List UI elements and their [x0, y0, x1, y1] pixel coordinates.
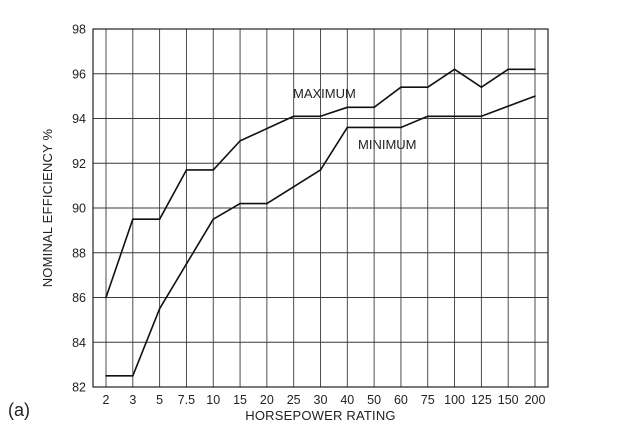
plot-frame [92, 28, 549, 388]
series-maximum-segment [239, 115, 295, 142]
x-tick-label: 150 [498, 393, 519, 407]
x-tick-label: 10 [206, 393, 220, 407]
y-tick-label: 92 [72, 157, 86, 171]
y-tick-label: 82 [72, 381, 86, 395]
y-tick-label: 96 [72, 67, 86, 81]
x-tick-label: 3 [129, 393, 136, 407]
y-tick-label: 86 [72, 291, 86, 305]
series-minimum-segment [319, 126, 349, 171]
series-minimum-segment [158, 218, 215, 310]
series-minimum-segment [266, 169, 322, 205]
series-maximum-segment [373, 86, 402, 109]
y-tick-label: 88 [72, 246, 86, 260]
series-minimum-segment [400, 115, 429, 129]
series-maximum-segment [319, 106, 349, 118]
y-tick-label: 94 [72, 112, 86, 126]
series-maximum-segment [480, 68, 509, 88]
y-tick-label: 98 [72, 23, 86, 37]
series-minimum-segment [212, 202, 241, 220]
x-tick-label: 7.5 [178, 393, 195, 407]
x-tick-label: 2 [103, 393, 110, 407]
x-axis-title: HORSEPOWER RATING [245, 408, 396, 423]
x-tick-label: 20 [260, 393, 274, 407]
x-tick-label: 15 [233, 393, 247, 407]
y-tick-label: 84 [72, 336, 86, 350]
x-tick-label: 200 [525, 393, 546, 407]
y-tick-label: 90 [72, 202, 86, 216]
x-tick-label: 60 [394, 393, 408, 407]
series-maximum-segment [212, 140, 241, 171]
series-maximum-segment [426, 68, 456, 88]
x-tick-label: 40 [340, 393, 354, 407]
series-maximum-segment [158, 169, 188, 220]
x-tick-label: 5 [156, 393, 163, 407]
series-minimum-segment [480, 95, 536, 118]
x-tick-label: 75 [421, 393, 435, 407]
series-minimum-segment [132, 307, 161, 377]
x-tick-label: 100 [444, 393, 465, 407]
x-tick-label: 125 [471, 393, 492, 407]
x-tick-label: 25 [287, 393, 301, 407]
x-tick-label: 50 [367, 393, 381, 407]
series-maximum-segment [105, 218, 134, 299]
series-label-maximum: MAXIMUM [293, 86, 356, 101]
series-label-minimum: MINIMUM [358, 137, 417, 152]
y-axis-title: NOMINAL EFFICIENCY % [40, 128, 55, 287]
panel-label: (a) [8, 400, 30, 420]
series-maximum-segment [453, 68, 483, 88]
x-tick-label: 30 [314, 393, 328, 407]
